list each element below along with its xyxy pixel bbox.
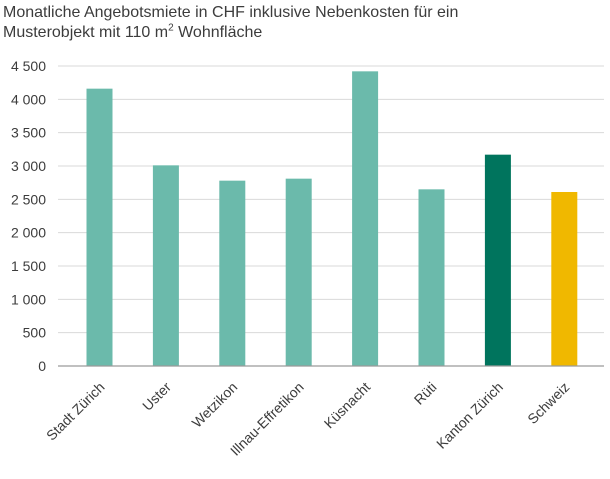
chart-title-line-2: Musterobjekt mit 110 m2 Wohnfläche	[3, 23, 603, 43]
x-tick-label: Kanton Zürich	[433, 379, 506, 452]
y-tick-label: 4 000	[11, 91, 46, 107]
chart-title-line-1: Monatliche Angebotsmiete in CHF inklusiv…	[3, 4, 459, 21]
y-tick-label: 2 500	[11, 191, 46, 207]
bar	[484, 154, 511, 366]
y-tick-label: 500	[23, 325, 47, 341]
bar	[152, 165, 179, 366]
bar	[551, 192, 578, 366]
x-tick-label: Uster	[139, 379, 174, 414]
x-tick-label: Schweiz	[524, 379, 572, 427]
x-tick-label: Wetzikon	[189, 379, 241, 431]
y-tick-label: 2 000	[11, 225, 46, 241]
y-tick-label: 4 500	[11, 58, 46, 74]
x-tick-label: Rüti	[411, 379, 440, 408]
bar	[418, 189, 445, 366]
y-tick-label: 1 500	[11, 258, 46, 274]
bar	[285, 178, 312, 366]
bar	[352, 71, 379, 366]
bar	[86, 88, 113, 367]
y-tick-label: 0	[38, 358, 46, 374]
title-text-pre: Musterobjekt mit 110 m	[3, 24, 169, 41]
bar	[219, 180, 246, 366]
x-tick-label: Stadt Zürich	[43, 379, 108, 444]
chart-title: Monatliche Angebotsmiete in CHF inklusiv…	[3, 3, 603, 43]
x-tick-label: Küsnacht	[321, 379, 374, 432]
title-text-post: Wohnfläche	[173, 24, 263, 41]
y-tick-label: 3 500	[11, 125, 46, 141]
y-tick-label: 3 000	[11, 158, 46, 174]
y-tick-label: 1 000	[11, 291, 46, 307]
title-superscript: 2	[168, 22, 174, 34]
